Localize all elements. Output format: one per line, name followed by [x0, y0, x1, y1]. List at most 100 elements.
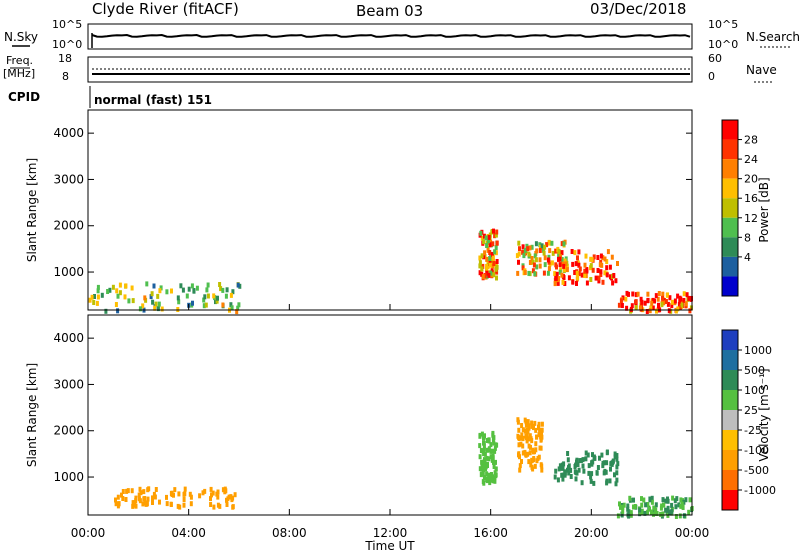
- data-cell: [616, 261, 619, 266]
- data-cell: [181, 287, 185, 293]
- data-cell: [160, 306, 164, 312]
- data-cell: [627, 509, 631, 515]
- velocity-y-axis: 1000 2000 3000 4000: [53, 331, 692, 484]
- data-cell: [185, 293, 189, 299]
- data-cell: [525, 438, 529, 444]
- data-cell: [154, 487, 158, 492]
- data-cell: [525, 432, 529, 438]
- data-cell: [146, 487, 150, 493]
- nave-tick-bottom: 0: [708, 70, 715, 83]
- data-cell: [528, 260, 532, 265]
- data-cell: [592, 254, 596, 260]
- data-cell: [488, 242, 492, 248]
- data-cell: [574, 261, 578, 267]
- data-cell: [483, 460, 487, 466]
- data-cell: [491, 432, 495, 438]
- data-cell: [478, 433, 482, 439]
- data-cell: [629, 306, 633, 312]
- data-cell: [615, 453, 619, 458]
- data-cell: [644, 502, 648, 508]
- data-cell: [189, 501, 193, 507]
- data-cell: [485, 243, 489, 248]
- freq-label: Freq.: [6, 54, 33, 67]
- data-cell: [210, 492, 213, 498]
- data-cell: [481, 274, 485, 280]
- data-cell: [537, 425, 541, 430]
- data-cell: [586, 452, 590, 458]
- velocity-colorbar-label: Velocity [m s⁻¹]: [757, 368, 771, 461]
- data-cell: [547, 266, 551, 272]
- data-cell: [661, 497, 665, 503]
- data-cell: [634, 299, 638, 305]
- data-cell: [557, 276, 561, 281]
- data-cell: [597, 278, 601, 284]
- data-cell: [554, 248, 558, 254]
- station-title: Clyde River (fitACF): [92, 0, 239, 18]
- data-cell: [170, 490, 174, 496]
- data-cell: [583, 273, 587, 278]
- data-cell: [611, 280, 615, 286]
- nsky-tick-top: 10^5: [52, 18, 82, 31]
- data-cell: [131, 503, 135, 509]
- data-cell: [646, 297, 650, 303]
- colorbar-swatch: [722, 120, 738, 140]
- data-cell: [584, 253, 588, 259]
- data-cell: [682, 499, 686, 505]
- data-cell: [576, 275, 580, 280]
- data-cell: [233, 492, 237, 498]
- data-cell: [482, 239, 486, 245]
- data-cell: [120, 492, 123, 498]
- time-axis: 00:00 04:00 08:00 12:00 16:00 20:00 00:00: [71, 304, 709, 540]
- data-cell: [628, 495, 632, 501]
- data-cell: [601, 279, 605, 285]
- x-tick-label: 08:00: [272, 526, 307, 540]
- data-cell: [590, 460, 594, 466]
- colorbar-swatch: [722, 390, 738, 410]
- data-cell: [189, 494, 193, 500]
- data-cell: [529, 462, 533, 468]
- data-cell: [657, 291, 661, 296]
- data-cell: [540, 467, 544, 473]
- data-cell: [491, 241, 495, 247]
- data-cell: [530, 438, 534, 444]
- data-cell: [570, 249, 574, 254]
- data-cell: [494, 245, 498, 251]
- data-cell: [682, 298, 686, 303]
- data-cell: [534, 427, 538, 433]
- y-tick-label: 3000: [53, 377, 84, 391]
- data-cell: [577, 262, 581, 268]
- data-cell: [230, 497, 234, 503]
- colorbar-tick-label: 8: [744, 231, 751, 244]
- colorbar-frame: [721, 119, 739, 297]
- data-cell: [556, 280, 560, 286]
- data-cell: [571, 261, 575, 267]
- data-cell: [566, 457, 570, 463]
- data-cell: [238, 283, 242, 289]
- data-cell: [488, 250, 492, 255]
- data-cell: [689, 296, 693, 302]
- data-cell: [95, 300, 99, 306]
- data-cell: [159, 285, 163, 291]
- data-cell: [578, 266, 582, 272]
- data-cell: [483, 250, 487, 256]
- data-cell: [667, 308, 671, 314]
- data-cell: [668, 295, 672, 301]
- data-cell: [491, 255, 495, 261]
- data-cell: [640, 299, 644, 305]
- colorbar-tick-label: -1000: [744, 484, 776, 497]
- data-cell: [124, 283, 128, 289]
- data-cell: [560, 241, 564, 247]
- data-cell: [478, 466, 482, 472]
- x-tick-label: 04:00: [171, 526, 206, 540]
- freq-tick-top: 18: [58, 52, 72, 65]
- data-cell: [583, 262, 587, 268]
- data-cell: [211, 490, 215, 496]
- data-cell: [638, 305, 642, 311]
- data-cell: [561, 476, 565, 482]
- data-cell: [560, 250, 564, 256]
- data-cell: [677, 502, 681, 508]
- data-cell: [152, 491, 156, 497]
- y-tick-label: 1000: [53, 265, 84, 279]
- colorbar-tick-label: 20: [744, 173, 758, 186]
- beam-title: Beam 03: [356, 2, 423, 20]
